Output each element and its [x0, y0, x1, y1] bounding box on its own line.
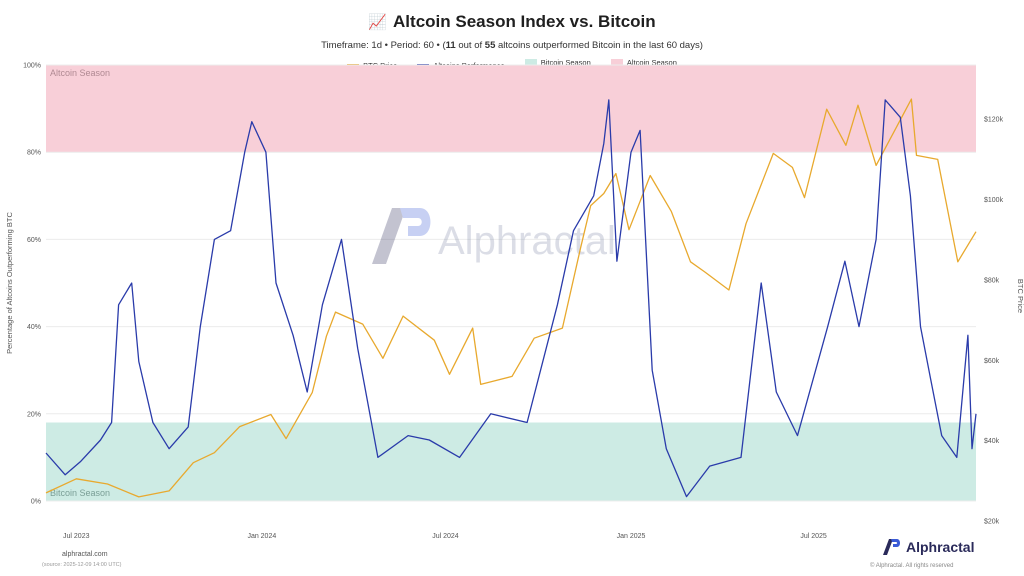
y-axis-title: Percentage of Altcoins Outperforming BTC: [5, 212, 14, 354]
y2-tick-label: $60k: [984, 358, 1000, 365]
legend-swatch-btc-season: [524, 59, 537, 66]
band-altcoin-season: [46, 65, 976, 153]
brand-logo: Alphractal: [882, 538, 974, 556]
brand-name: Alphractal: [906, 539, 975, 555]
legend-item-altcoin-season[interactable]: Altcoin Season: [610, 58, 677, 67]
footer-source: (source: 2025-12-09 14:00 UTC): [42, 562, 122, 568]
legend-item-bitcoin-season[interactable]: Bitcoin Season: [524, 58, 591, 67]
y-tick-label: 100%: [23, 63, 41, 70]
band-bitcoin-season: [46, 422, 976, 501]
chart-title-text: Altcoin Season Index vs. Bitcoin: [393, 12, 656, 31]
footer-site[interactable]: alphractal.com: [62, 551, 108, 558]
watermark-text: Alphractal: [438, 219, 616, 263]
x-tick-label: Jul 2025: [800, 533, 827, 540]
y-tick-label: 60%: [27, 237, 41, 244]
y2-axis-title: BTC Price: [1016, 279, 1024, 313]
bitcoin-season-band-label: Bitcoin Season: [50, 488, 110, 498]
watermark-logo-shape: [372, 208, 406, 264]
y2-tick-label: $40k: [984, 438, 1000, 445]
y2-tick-label: $20k: [984, 519, 1000, 526]
x-tick-label: Jan 2024: [247, 533, 276, 540]
y-tick-label: 40%: [27, 324, 41, 331]
y-tick-label: 80%: [27, 150, 41, 157]
y-tick-label: 20%: [27, 411, 41, 418]
footer-rights: © Alphractal. All rights reserved: [870, 563, 954, 569]
x-tick-label: Jul 2023: [63, 533, 90, 540]
altcoin-season-band-label: Altcoin Season: [50, 68, 110, 78]
legend-swatch-alt-season: [610, 59, 623, 66]
chart-subtitle: Timeframe: 1d • Period: 60 • (11 out of …: [321, 40, 703, 51]
watermark-logo-shape: [400, 208, 431, 236]
chart-title: 📈 Altcoin Season Index vs. Bitcoin: [0, 12, 1024, 32]
btc-price-line: [45, 98, 977, 498]
x-tick-label: Jan 2025: [617, 533, 646, 540]
watermark-logo-icon: [372, 208, 431, 264]
y-tick-label: 0%: [31, 499, 41, 506]
altcoins-performance-line: [45, 99, 977, 498]
x-tick-label: Jul 2024: [432, 533, 459, 540]
y2-tick-label: $100k: [984, 197, 1004, 204]
brand-logo-icon: [883, 539, 900, 555]
chart-emoji-icon: 📈: [368, 14, 388, 31]
y2-tick-label: $120k: [984, 117, 1004, 124]
y2-tick-label: $80k: [984, 277, 1000, 284]
